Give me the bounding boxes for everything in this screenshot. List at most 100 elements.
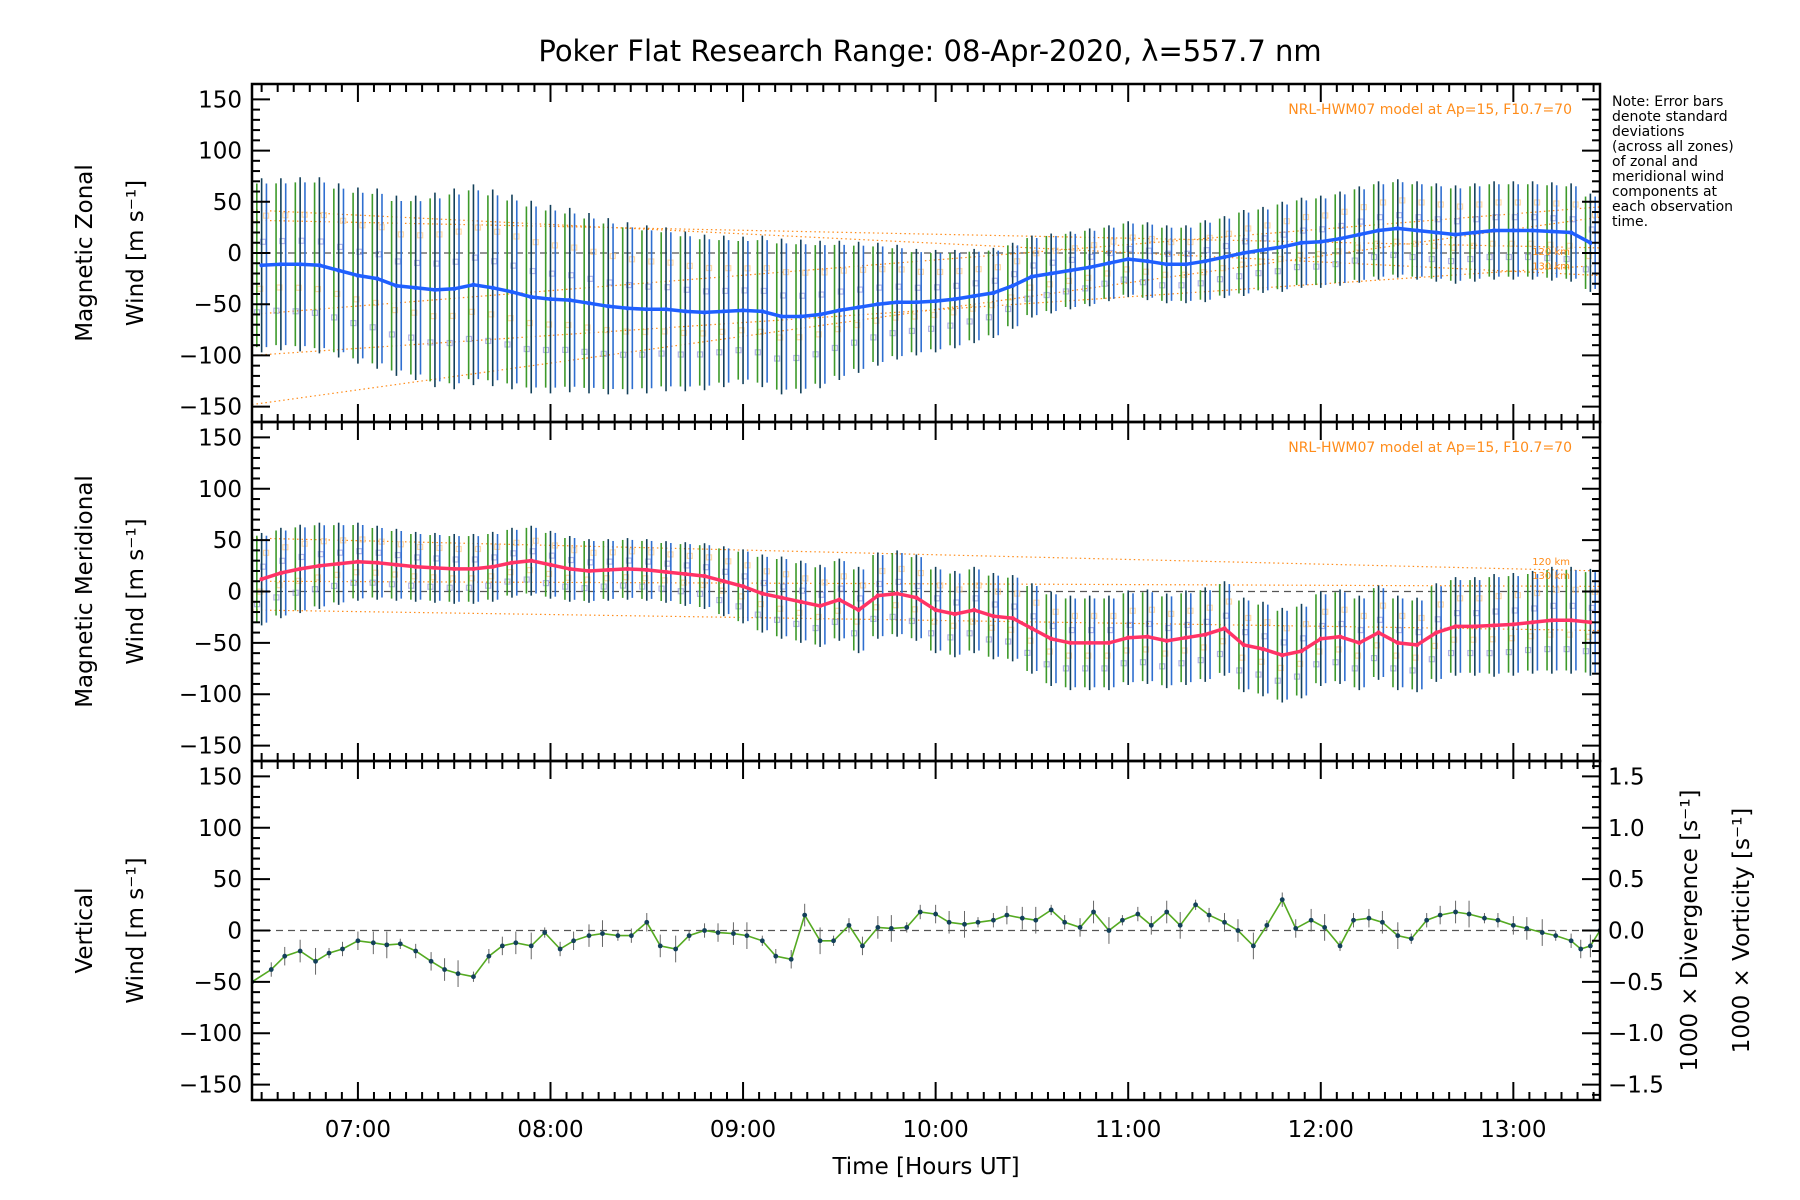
zone-point <box>1162 650 1169 657</box>
panels: NRL-HWM07 model at Ap=15, F10.7=70 120 km… <box>72 82 1755 1180</box>
zone-point <box>645 283 652 290</box>
vertical-wind-point <box>1091 909 1096 915</box>
mean-wind-point <box>1222 626 1227 631</box>
zone-point <box>760 579 767 587</box>
zone-point <box>1049 622 1056 630</box>
zone-point <box>1088 253 1095 260</box>
panel-meridional: NRL-HWM07 model at Ap=15, F10.7=70 120 km… <box>72 420 1602 763</box>
y-tick-label: 100 <box>198 139 242 165</box>
vertical-wind-point <box>1019 915 1025 921</box>
zone-point <box>468 575 476 582</box>
zone-point <box>1107 249 1114 257</box>
y-axis-label: Magnetic Meridional <box>72 475 98 708</box>
y-tick-label: 100 <box>198 477 242 503</box>
vertical-wind-point <box>888 926 894 931</box>
mean-wind-point <box>1588 620 1593 625</box>
mean-wind-point <box>837 308 842 313</box>
zone-point <box>545 321 553 328</box>
zone-point <box>722 287 729 295</box>
note-line: denote standard <box>1612 109 1728 125</box>
model-label: NRL-HWM07 model at Ap=15, F10.7=70 <box>1288 440 1572 456</box>
model-line <box>252 206 1600 316</box>
zone-point <box>1530 605 1538 612</box>
mean-wind-point <box>1280 244 1285 250</box>
zone-point <box>680 329 687 337</box>
vertical-wind-point <box>802 912 808 918</box>
vertical-wind-point <box>326 950 332 956</box>
y-axis-label: Magnetic Zonal <box>72 164 98 342</box>
note-line: Note: Error bars <box>1612 94 1723 110</box>
zone-point <box>568 556 575 564</box>
mean-wind-point <box>1357 232 1362 237</box>
mean-wind-point <box>1491 623 1497 628</box>
zone-point <box>1142 646 1150 653</box>
mean-wind-point <box>683 571 688 577</box>
mean-wind-point <box>259 263 264 268</box>
mean-wind-point <box>952 296 958 302</box>
zone-point <box>856 286 864 293</box>
mean-wind-point <box>432 565 438 571</box>
zone-point <box>606 558 613 565</box>
mean-wind-point <box>1337 236 1343 241</box>
zone-point <box>565 321 572 329</box>
mean-wind-point <box>413 285 418 291</box>
zone-point <box>1376 214 1384 221</box>
vertical-wind-point <box>744 933 750 939</box>
zone-point <box>1415 629 1422 636</box>
vertical-wind-point <box>1048 907 1054 913</box>
mean-wind-point <box>1126 635 1131 640</box>
mean-wind-point <box>1414 642 1420 648</box>
vertical-wind-point <box>1453 909 1458 915</box>
mean-wind-point <box>702 310 707 315</box>
zone-point <box>699 581 707 589</box>
zone-point <box>1527 240 1535 247</box>
zone-point <box>1550 602 1557 609</box>
zone-point <box>1261 235 1268 242</box>
mean-wind-point <box>1299 648 1304 654</box>
mean-wind-point <box>567 297 572 303</box>
mean-wind-point <box>1568 618 1574 623</box>
zone-point <box>1280 639 1287 646</box>
zone-point <box>895 578 902 586</box>
zone-point <box>1277 255 1284 263</box>
zone-point <box>1145 247 1153 254</box>
mean-wind-point <box>952 611 958 617</box>
vertical-wind-point <box>860 943 865 949</box>
vertical-wind-point <box>1279 897 1285 903</box>
y-tick-label: −50 <box>193 970 242 996</box>
zone-point <box>776 334 784 341</box>
vertical-wind-point <box>370 940 376 946</box>
mean-wind-point <box>914 299 919 305</box>
zone-point <box>1393 652 1400 659</box>
zone-point <box>1027 284 1034 291</box>
zone-point <box>796 609 803 616</box>
zone-point <box>664 284 671 291</box>
vertical-wind-point <box>384 942 390 948</box>
mean-wind-point <box>894 299 900 305</box>
y-axis-label: Vertical <box>72 887 98 973</box>
vertical-wind-point <box>1077 925 1083 930</box>
altitude-label: 120 km <box>1532 247 1570 258</box>
vertical-wind-point <box>817 938 823 944</box>
zone-point <box>468 308 476 315</box>
zone-point <box>510 262 517 269</box>
zone-point <box>661 577 668 584</box>
mean-wind-point <box>1337 634 1343 639</box>
vertical-wind-point <box>1553 933 1559 939</box>
vertical-wind-point <box>413 948 419 954</box>
zone-point <box>260 563 267 570</box>
zone-point <box>757 328 764 335</box>
vertical-wind-point <box>1062 919 1068 925</box>
plot-area-meridional <box>252 522 1600 703</box>
zone-point <box>853 618 861 625</box>
zone-point <box>1239 261 1246 268</box>
vertical-wind-point <box>1148 922 1154 928</box>
x-tick-label: 10:00 <box>902 1117 968 1143</box>
zone-point <box>837 288 844 295</box>
zone-point <box>738 593 745 600</box>
vertical-wind-point <box>788 956 794 962</box>
zone-point <box>1338 620 1345 628</box>
zone-point <box>1335 646 1342 653</box>
mean-wind-point <box>259 576 264 582</box>
vertical-wind-point <box>1135 911 1141 917</box>
